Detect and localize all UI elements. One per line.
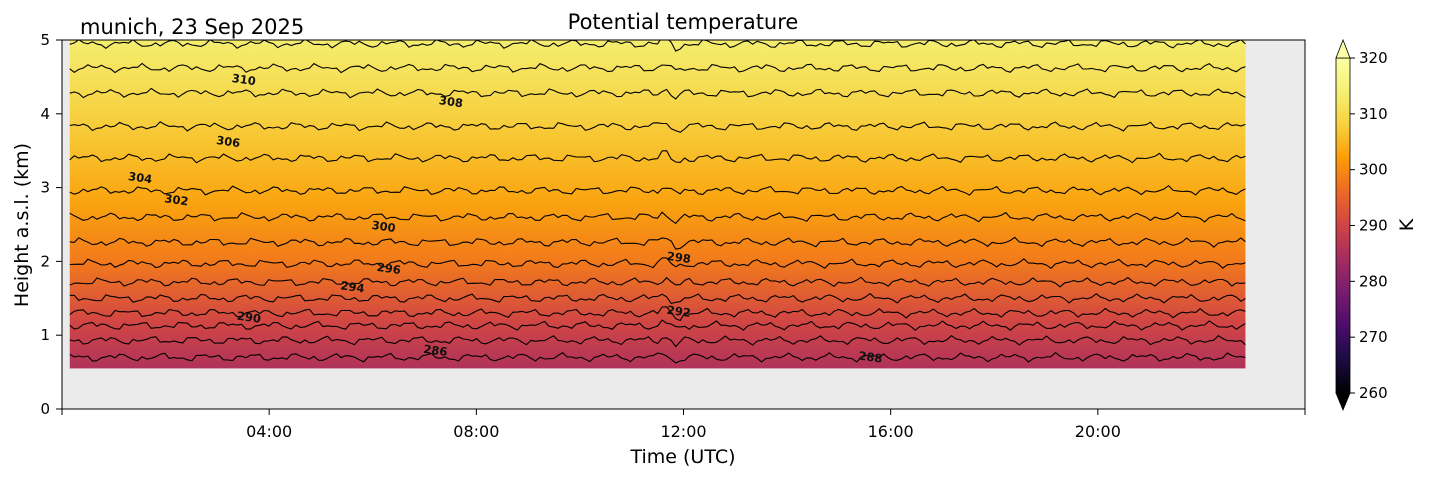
contour-labels: 286 288 290 292 294 296 298 300 302 304 306 308 310 bbox=[127, 71, 883, 366]
x-axis-label: Time (UTC) bbox=[629, 446, 735, 468]
contour-label-292: 292 bbox=[666, 303, 692, 320]
contour-298 bbox=[69, 257, 1246, 270]
y-tick-label: 2 bbox=[40, 252, 50, 270]
contour-label-308: 308 bbox=[438, 93, 464, 110]
contour-label-304: 304 bbox=[127, 169, 153, 186]
colorbar-tick-label: 320 bbox=[1359, 49, 1388, 67]
contour-312 bbox=[69, 62, 1246, 74]
chart-title: Potential temperature bbox=[568, 10, 799, 34]
colorbar: 260 270 280 290 300 310 320 K bbox=[1335, 38, 1418, 412]
x-tick-label: 20:00 bbox=[1075, 422, 1121, 441]
contour-label-288: 288 bbox=[858, 348, 884, 365]
colorbar-tick-label: 300 bbox=[1359, 161, 1388, 179]
contour-label-300: 300 bbox=[371, 218, 397, 235]
colorbar-ticks: 260 270 280 290 300 310 320 bbox=[1350, 49, 1388, 402]
x-tick-label: 12:00 bbox=[660, 422, 706, 441]
colorbar-tick-label: 310 bbox=[1359, 105, 1388, 123]
y-tick-label: 4 bbox=[40, 105, 50, 123]
contour-label-310: 310 bbox=[231, 71, 257, 88]
y-axis: 0 1 2 3 4 5 bbox=[40, 31, 62, 418]
contour-lines bbox=[69, 40, 1246, 364]
contour-302 bbox=[69, 211, 1246, 225]
contour-294 bbox=[69, 292, 1246, 305]
y-tick-label: 1 bbox=[40, 326, 50, 344]
x-tick-label: 04:00 bbox=[246, 422, 292, 441]
contour-286 bbox=[69, 351, 1246, 364]
contour-314 bbox=[69, 40, 1246, 52]
y-axis-label: Height a.s.l. (km) bbox=[11, 143, 33, 307]
colorbar-tick-label: 280 bbox=[1359, 272, 1388, 290]
y-tick-label: 0 bbox=[40, 400, 50, 418]
contour-label-294: 294 bbox=[340, 278, 366, 295]
contour-label-296: 296 bbox=[376, 260, 402, 277]
colorbar-tick-label: 260 bbox=[1359, 384, 1388, 402]
colorbar-extend-max bbox=[1335, 38, 1351, 59]
contour-292 bbox=[69, 306, 1246, 322]
x-axis: 04:00 08:00 12:00 16:00 20:00 bbox=[61, 409, 1306, 441]
contour-306 bbox=[69, 150, 1246, 164]
contour-308 bbox=[69, 121, 1246, 133]
colorbar-extend-min bbox=[1335, 392, 1351, 412]
y-tick-label: 3 bbox=[40, 179, 50, 197]
contour-label-302: 302 bbox=[164, 191, 190, 208]
contour-300 bbox=[69, 236, 1246, 250]
colorbar-tick-label: 270 bbox=[1359, 328, 1388, 346]
chart-subtitle: munich, 23 Sep 2025 bbox=[80, 15, 304, 39]
colorbar-label: K bbox=[1396, 218, 1418, 231]
contour-label-286: 286 bbox=[423, 342, 449, 359]
colorbar-gradient bbox=[1335, 57, 1351, 394]
contour-label-306: 306 bbox=[215, 133, 241, 150]
colorbar-tick-label: 290 bbox=[1359, 217, 1388, 235]
contour-label-298: 298 bbox=[666, 249, 692, 266]
contour-310 bbox=[69, 87, 1246, 100]
contour-296 bbox=[69, 276, 1246, 288]
x-tick-label: 16:00 bbox=[868, 422, 914, 441]
contour-label-290: 290 bbox=[236, 309, 262, 326]
contour-288 bbox=[69, 335, 1246, 348]
y-tick-label: 5 bbox=[40, 31, 50, 49]
x-tick-label: 08:00 bbox=[453, 422, 499, 441]
contour-304 bbox=[69, 184, 1246, 196]
contour-290 bbox=[69, 319, 1246, 331]
